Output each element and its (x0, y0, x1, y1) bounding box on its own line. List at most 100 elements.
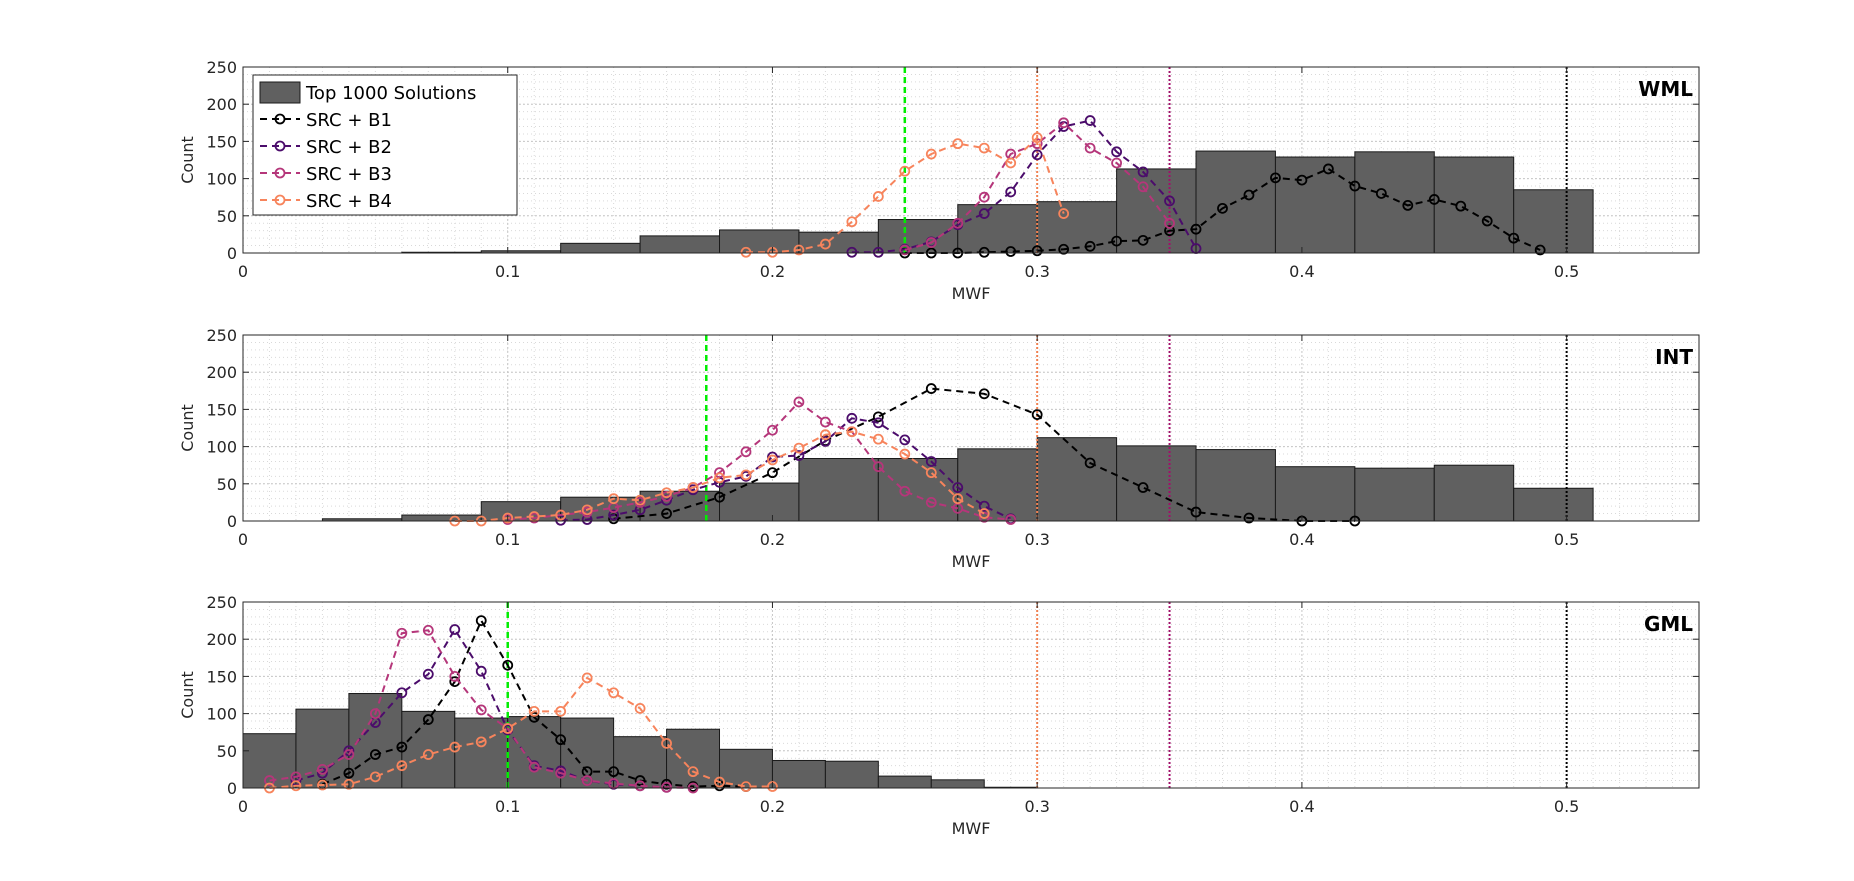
y-tick-label: 0 (227, 512, 237, 531)
legend-entry: SRC + B2 (260, 137, 392, 158)
panel-title: INT (1655, 345, 1693, 369)
series-line (851, 119, 1197, 254)
x-tick-label: 0.1 (495, 262, 520, 281)
y-tick-label: 50 (217, 475, 237, 494)
axes-box (242, 66, 1700, 254)
series-point (820, 238, 831, 250)
histogram-bar (560, 242, 641, 254)
series-point (1084, 115, 1096, 126)
histogram-bar (957, 204, 1038, 254)
series-point (475, 736, 487, 748)
y-tick-label: 50 (217, 207, 237, 226)
series-point (1164, 225, 1175, 237)
y-tick-label: 0 (227, 779, 237, 798)
series-point (952, 138, 964, 150)
x-tick-label: 0 (238, 262, 248, 281)
series-point (978, 246, 990, 258)
series-point (661, 491, 672, 502)
histogram-bar (771, 759, 826, 789)
histogram-bar (719, 229, 800, 254)
y-tick-label: 250 (206, 593, 237, 612)
histogram-bar (1513, 487, 1594, 522)
series-point (396, 687, 408, 699)
series-point (952, 217, 964, 229)
series-point (1031, 132, 1043, 144)
series-point (767, 454, 778, 466)
series-point (661, 487, 672, 499)
series-point (634, 780, 646, 792)
series-point (581, 672, 593, 684)
series-point (343, 749, 355, 760)
histogram-bar (1036, 201, 1118, 254)
series-point (846, 246, 858, 258)
series-point (793, 450, 805, 461)
series-point (1005, 514, 1017, 525)
series-point (528, 711, 540, 723)
legend-swatch-marker (274, 167, 286, 179)
series-point (317, 764, 328, 775)
series-point (555, 705, 567, 717)
series-point (449, 671, 461, 682)
series-point (1190, 223, 1202, 235)
series-point (1111, 157, 1122, 169)
legend-label: SRC + B3 (306, 164, 392, 185)
legend-entry: SRC + B4 (260, 191, 392, 212)
series-point (343, 778, 355, 790)
series-point (608, 766, 620, 778)
series-point (1111, 146, 1122, 158)
y-tick-label: 250 (206, 58, 237, 77)
series-line (746, 135, 1065, 254)
series-point (369, 749, 381, 760)
series-point (343, 767, 355, 779)
histogram-bar (1274, 466, 1356, 522)
histogram-bar (957, 448, 1038, 522)
y-axis-label: Count (178, 136, 197, 184)
series-point (1455, 200, 1467, 212)
histogram-bar (1433, 464, 1515, 522)
series-point (422, 749, 434, 760)
series-point (449, 624, 461, 635)
series-point (872, 461, 884, 473)
series-point (528, 761, 540, 773)
panel-title: WML (1638, 77, 1693, 101)
series-src-b4 (740, 132, 1070, 258)
legend-label: Top 1000 Solutions (305, 83, 476, 104)
series-line (613, 387, 1355, 522)
histogram-bar (666, 728, 721, 789)
histogram-bar (1354, 467, 1435, 522)
legend-label: SRC + B1 (306, 110, 392, 131)
x-tick-label: 0.3 (1024, 262, 1049, 281)
histogram-bar (560, 717, 615, 789)
series-point (1137, 166, 1149, 178)
series-point (422, 624, 434, 636)
series-point (793, 396, 805, 408)
legend: Top 1000 Solutions SRC + B1 SRC + B2 SRC + … (252, 74, 518, 216)
legend-entry: SRC + B3 (260, 164, 392, 185)
histogram-bar (930, 779, 985, 789)
series-point (872, 411, 884, 423)
series-point (1137, 234, 1149, 246)
x-tick-label: 0 (238, 797, 248, 816)
series-point (872, 191, 884, 202)
y-tick-label: 100 (206, 705, 237, 724)
histogram-bar (798, 458, 879, 522)
series-point (1031, 245, 1043, 257)
series-point (767, 467, 778, 479)
legend-label: SRC + B2 (306, 137, 392, 158)
series-point (1428, 194, 1440, 205)
histogram-bar (824, 760, 879, 789)
series-point (1084, 142, 1096, 154)
series-point (475, 704, 487, 716)
series-point (820, 429, 831, 441)
series-point (899, 244, 911, 256)
series-point (1190, 506, 1202, 518)
panel-title: GML (1644, 612, 1693, 636)
legend-swatch-marker (274, 140, 286, 152)
histogram-bar (639, 235, 721, 254)
x-tick-label: 0.2 (760, 530, 785, 549)
series-point (740, 781, 752, 792)
series-point (846, 412, 858, 424)
series-point (1243, 189, 1255, 201)
series-point (581, 775, 593, 786)
legend-entry: SRC + B1 (260, 110, 392, 131)
